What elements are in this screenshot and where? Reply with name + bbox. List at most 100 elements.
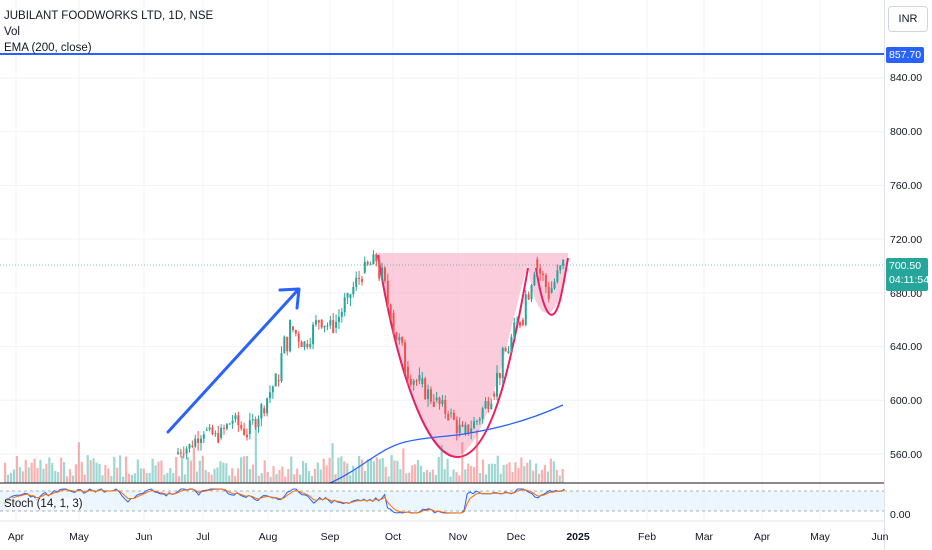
candle-body[interactable] bbox=[332, 320, 335, 334]
candle-body[interactable] bbox=[194, 438, 197, 447]
currency-button[interactable]: INR bbox=[888, 6, 928, 32]
candle-body[interactable] bbox=[455, 419, 458, 434]
candle-body[interactable] bbox=[346, 292, 349, 298]
candle-body[interactable] bbox=[412, 380, 415, 385]
candle-body[interactable] bbox=[498, 372, 501, 379]
candle-body[interactable] bbox=[202, 434, 205, 439]
candle-body[interactable] bbox=[458, 424, 461, 434]
candle-body[interactable] bbox=[343, 297, 346, 313]
candle-body[interactable] bbox=[340, 312, 343, 317]
candle-body[interactable] bbox=[372, 254, 375, 265]
candle-body[interactable] bbox=[263, 408, 266, 414]
candle-body[interactable] bbox=[283, 336, 286, 354]
candle-body[interactable] bbox=[519, 322, 522, 326]
candle-body[interactable] bbox=[363, 261, 366, 273]
candle-body[interactable] bbox=[536, 259, 539, 269]
candle-body[interactable] bbox=[533, 274, 536, 286]
stoch-legend[interactable]: Stoch (14, 1, 3) bbox=[4, 498, 83, 510]
candle-body[interactable] bbox=[188, 444, 191, 449]
candle-body[interactable] bbox=[395, 332, 398, 341]
candle-body[interactable] bbox=[323, 325, 326, 328]
candle-body[interactable] bbox=[461, 424, 464, 427]
candle-body[interactable] bbox=[447, 414, 450, 421]
candle-body[interactable] bbox=[277, 380, 280, 382]
candle-body[interactable] bbox=[306, 343, 309, 347]
candle-body[interactable] bbox=[450, 412, 453, 414]
candle-body[interactable] bbox=[418, 375, 421, 381]
candle-body[interactable] bbox=[464, 424, 467, 434]
ema-legend[interactable]: EMA (200, close) bbox=[4, 42, 92, 54]
candle-body[interactable] bbox=[404, 342, 407, 374]
candle-body[interactable] bbox=[199, 438, 202, 443]
candle-body[interactable] bbox=[349, 294, 352, 299]
candle-body[interactable] bbox=[527, 294, 530, 300]
candle-body[interactable] bbox=[237, 415, 240, 426]
candle-body[interactable] bbox=[245, 434, 248, 438]
candle-body[interactable] bbox=[217, 433, 220, 443]
candle-body[interactable] bbox=[360, 278, 363, 282]
candle-body[interactable] bbox=[240, 425, 243, 429]
candle-body[interactable] bbox=[401, 337, 404, 343]
candle-body[interactable] bbox=[493, 393, 496, 397]
ema-200-line[interactable] bbox=[329, 404, 564, 484]
candle-body[interactable] bbox=[556, 270, 559, 282]
candle-body[interactable] bbox=[358, 277, 361, 279]
candle-body[interactable] bbox=[484, 401, 487, 409]
candle-body[interactable] bbox=[326, 325, 329, 327]
candle-body[interactable] bbox=[530, 285, 533, 300]
candles[interactable] bbox=[176, 250, 565, 460]
candle-body[interactable] bbox=[214, 433, 217, 435]
candle-body[interactable] bbox=[280, 353, 283, 382]
candle-body[interactable] bbox=[432, 401, 435, 407]
candle-body[interactable] bbox=[562, 259, 565, 266]
candle-body[interactable] bbox=[222, 427, 225, 429]
candle-body[interactable] bbox=[191, 445, 194, 447]
candle-body[interactable] bbox=[294, 330, 297, 334]
candle-body[interactable] bbox=[467, 424, 470, 433]
candle-body[interactable] bbox=[496, 372, 499, 397]
candle-body[interactable] bbox=[406, 366, 409, 379]
candle-body[interactable] bbox=[481, 408, 484, 419]
candle-body[interactable] bbox=[274, 373, 277, 387]
candle-body[interactable] bbox=[427, 389, 430, 399]
candle-body[interactable] bbox=[524, 294, 527, 325]
candle-body[interactable] bbox=[452, 412, 455, 420]
cup-pattern-fill[interactable] bbox=[378, 253, 568, 458]
candle-body[interactable] bbox=[441, 399, 444, 405]
volume-legend[interactable]: Vol bbox=[4, 26, 20, 38]
candle-body[interactable] bbox=[521, 319, 524, 325]
candle-body[interactable] bbox=[473, 421, 476, 429]
candle-body[interactable] bbox=[516, 322, 519, 324]
trend-arrow[interactable] bbox=[166, 287, 301, 434]
candle-body[interactable] bbox=[179, 452, 182, 454]
candle-body[interactable] bbox=[182, 453, 185, 455]
candle-body[interactable] bbox=[231, 420, 234, 424]
candle-body[interactable] bbox=[490, 403, 493, 410]
handle-curve[interactable] bbox=[535, 257, 569, 316]
candle-body[interactable] bbox=[185, 448, 188, 454]
candle-body[interactable] bbox=[335, 321, 338, 328]
candle-body[interactable] bbox=[208, 427, 211, 430]
candle-body[interactable] bbox=[286, 336, 289, 352]
candle-body[interactable] bbox=[303, 341, 306, 347]
candle-body[interactable] bbox=[228, 423, 231, 425]
candle-body[interactable] bbox=[478, 418, 481, 421]
candle-body[interactable] bbox=[220, 427, 223, 438]
candle-body[interactable] bbox=[176, 452, 180, 454]
candle-body[interactable] bbox=[366, 261, 369, 265]
candle-body[interactable] bbox=[435, 397, 438, 401]
candle-body[interactable] bbox=[271, 386, 274, 393]
stoch-d-line[interactable] bbox=[3, 488, 565, 514]
candle-body[interactable] bbox=[309, 344, 312, 347]
candle-body[interactable] bbox=[291, 326, 294, 331]
candle-body[interactable] bbox=[300, 341, 303, 347]
candle-body[interactable] bbox=[378, 259, 381, 279]
candle-body[interactable] bbox=[375, 254, 378, 262]
candle-body[interactable] bbox=[243, 428, 246, 435]
candle-body[interactable] bbox=[415, 380, 418, 382]
candle-body[interactable] bbox=[248, 420, 251, 434]
candle-body[interactable] bbox=[260, 404, 263, 419]
candle-body[interactable] bbox=[381, 267, 384, 279]
